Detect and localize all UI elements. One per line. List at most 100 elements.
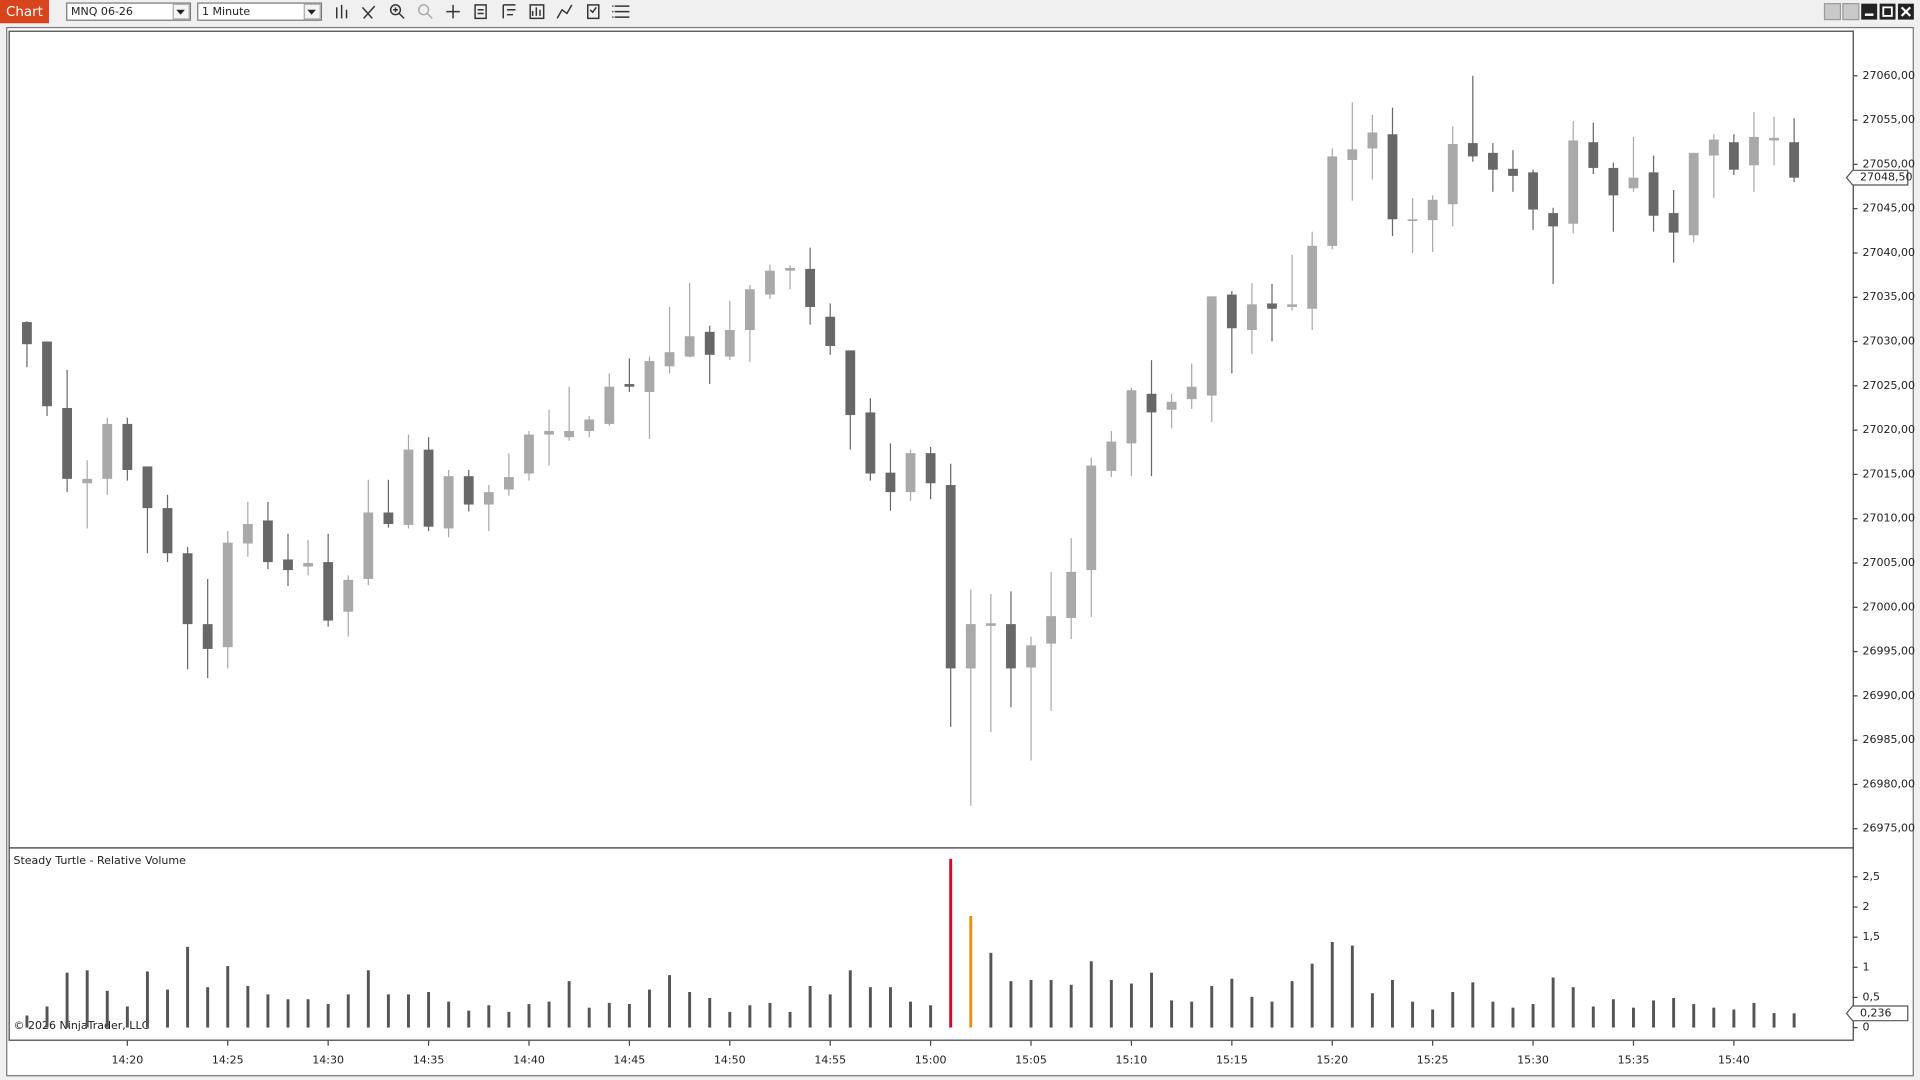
- instrument-select[interactable]: [66, 2, 192, 21]
- zoom-in-icon[interactable]: [389, 4, 402, 16]
- candle-body: [1387, 134, 1398, 220]
- volume-bar: [206, 987, 210, 1028]
- volume-bar: [1210, 985, 1214, 1028]
- candle-body: [985, 623, 996, 626]
- draw-icon[interactable]: [361, 5, 376, 19]
- minimize-button[interactable]: [1861, 3, 1878, 20]
- volume-bar: [668, 975, 672, 1028]
- candle-body: [62, 407, 72, 479]
- candle-body: [524, 434, 534, 474]
- candle-body: [744, 289, 755, 331]
- candle-body: [544, 431, 554, 435]
- candle-body: [965, 624, 976, 669]
- candle-body: [1046, 616, 1056, 644]
- candle-body: [343, 579, 354, 612]
- y-tick-label: 26975,00: [1862, 822, 1915, 835]
- strategies-icon[interactable]: [529, 4, 545, 20]
- volume-bar: [507, 1011, 511, 1028]
- y-tick-label: 26995,00: [1862, 645, 1915, 658]
- data-box-icon[interactable]: [587, 4, 600, 20]
- candle-body: [102, 423, 113, 479]
- volume-bar: [1431, 1009, 1435, 1028]
- volume-bar: [708, 998, 712, 1028]
- volume-bar: [65, 972, 69, 1028]
- candle-body: [1648, 172, 1659, 216]
- volume-bar: [1109, 979, 1113, 1028]
- volume-bar: [1129, 983, 1133, 1028]
- volume-bar: [1551, 977, 1555, 1028]
- x-tick-label: 14:40: [513, 1053, 545, 1066]
- candle-body: [443, 476, 454, 529]
- volume-bar: [1672, 998, 1676, 1028]
- menu-icon[interactable]: [612, 5, 630, 18]
- candle-body: [724, 330, 735, 357]
- volume-bar: [567, 981, 571, 1028]
- candle-body: [885, 472, 896, 493]
- y-tick-label: 27035,00: [1862, 290, 1915, 303]
- properties-icon[interactable]: [474, 4, 487, 20]
- volume-bar: [25, 1015, 29, 1028]
- candle-body: [22, 322, 32, 345]
- crosshair-icon[interactable]: [446, 4, 460, 19]
- volume-bar: [868, 987, 872, 1028]
- candle-body: [865, 412, 876, 474]
- last-value-label: 27048,50: [1860, 171, 1913, 184]
- volume-bar: [1391, 979, 1394, 1028]
- candle-body: [905, 453, 916, 493]
- price-panel: [8, 30, 1854, 849]
- chart-tab[interactable]: [0, 0, 49, 24]
- volume-bar: [45, 1006, 49, 1028]
- y-tick-label: 26980,00: [1862, 777, 1915, 790]
- volume-bar: [1009, 981, 1013, 1028]
- volume-bar: [1270, 1001, 1274, 1028]
- tile-button[interactable]: [1842, 3, 1860, 21]
- maximize-button[interactable]: [1879, 3, 1896, 20]
- volume-bar: [166, 989, 169, 1028]
- volume-bar: [828, 994, 832, 1028]
- volume-bar: [1069, 984, 1073, 1028]
- templates-icon[interactable]: [502, 4, 516, 19]
- volume-bar: [909, 1001, 913, 1028]
- candle-body: [1528, 172, 1538, 210]
- y-tick-label: 2,5: [1862, 870, 1880, 883]
- volume-bar: [105, 990, 109, 1028]
- x-tick-label: 14:50: [714, 1053, 746, 1066]
- volume-bar: [467, 1010, 471, 1028]
- candle-body: [664, 352, 675, 367]
- indicators-icon[interactable]: [556, 4, 573, 19]
- volume-bar: [1692, 1004, 1696, 1028]
- y-tick-label: 0: [1862, 1021, 1869, 1034]
- candle-body: [1548, 213, 1559, 227]
- candle-body: [1186, 386, 1197, 400]
- interval-select[interactable]: [197, 2, 323, 21]
- volume-bar: [1772, 1013, 1776, 1028]
- candle-body: [82, 478, 93, 484]
- zoom-out-icon[interactable]: [418, 4, 430, 16]
- candle-body: [1749, 136, 1759, 166]
- candle-body: [1287, 304, 1297, 307]
- candle-body: [584, 419, 595, 432]
- toolbar-icons: [336, 4, 630, 20]
- volume-bar: [1712, 1007, 1716, 1028]
- bars-icon[interactable]: [336, 4, 348, 19]
- dropdown-arrow: [307, 9, 316, 15]
- window-buttons: [1823, 3, 1914, 21]
- candle-body: [263, 520, 273, 563]
- candle-body: [1066, 571, 1077, 618]
- volume-bar: [1411, 1001, 1415, 1028]
- candle-body: [945, 485, 956, 669]
- volume-bar: [125, 1006, 129, 1028]
- tile-button[interactable]: [1823, 3, 1842, 21]
- candle-body: [1347, 149, 1358, 160]
- interval-label[interactable]: 1 Minute: [202, 5, 250, 18]
- instrument-label[interactable]: MNQ 06-26: [71, 5, 133, 18]
- candle-body: [1467, 143, 1478, 157]
- chart-tab-label[interactable]: Chart: [6, 5, 43, 20]
- volume-bar: [1652, 1000, 1656, 1028]
- candle-body: [504, 477, 514, 490]
- x-tick-label: 15:00: [915, 1053, 947, 1066]
- volume-bar: [407, 994, 410, 1028]
- candle-body: [1488, 152, 1498, 170]
- volume-bar: [587, 1007, 591, 1028]
- candle-body: [1628, 177, 1639, 189]
